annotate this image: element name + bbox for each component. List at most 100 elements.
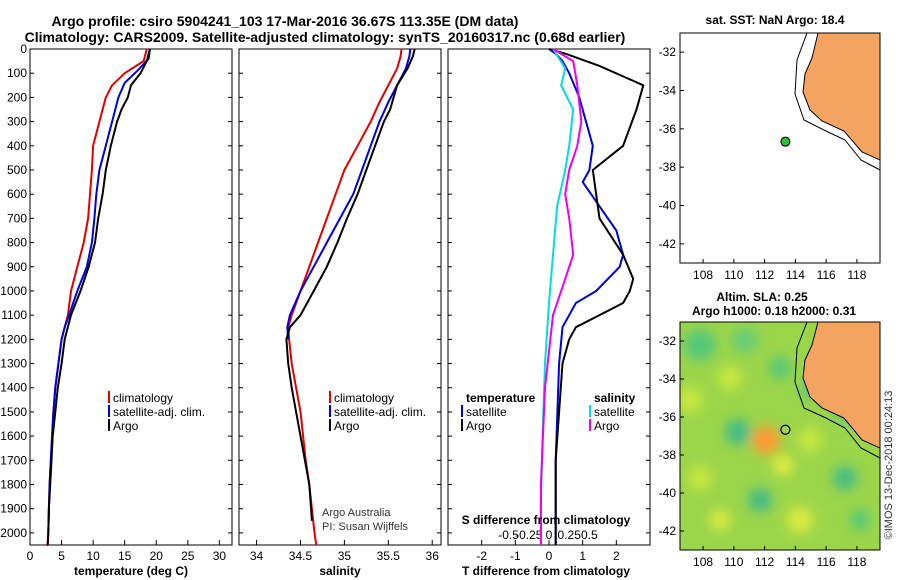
map-x-tick-label: 112 (755, 555, 774, 569)
salinity-profiles (285, 48, 416, 546)
map-x-tick-label: 110 (724, 268, 743, 282)
map-x-tick-label: 112 (755, 268, 774, 282)
s-diff-tick-label: 0 (546, 528, 553, 542)
map-y-tick-label: -42 (659, 524, 677, 538)
depth-tick-label: 1000 (0, 284, 27, 298)
x-tick-label: 10 (86, 549, 100, 563)
depth-tick-label: 900 (7, 260, 27, 274)
depth-tick-label: 200 (7, 90, 27, 104)
legend-t-satellite: satellite (466, 405, 507, 419)
map-x-tick-label: 114 (786, 268, 805, 282)
s-diff-tick-label: -0.5 (498, 528, 519, 542)
map-x-tick-label: 108 (693, 268, 713, 282)
legend-climatology: climatology (113, 391, 173, 405)
legend-climatology: climatology (334, 391, 394, 405)
depth-tick-label: 1600 (0, 429, 27, 443)
shelf-contour (794, 33, 880, 171)
australia-coast (802, 33, 880, 161)
profile-line-satellite-adj-clim- (286, 48, 412, 340)
s-diff-tick-label: 0.25 (558, 528, 582, 542)
legend-s-argo: Argo (594, 419, 620, 433)
legend-salinity-title: salinity (594, 391, 636, 405)
legend-temperature-title: temperature (466, 391, 536, 405)
sla-map-axes: 108 110 112 114 116 118 -32 -34 -36 -38 -40 -42 (659, 334, 867, 569)
legend-argo: Argo (334, 419, 360, 433)
legend-satellite: satellite-adj. clim. (334, 405, 426, 419)
depth-tick-label: 2000 (0, 526, 27, 540)
profile-line-climatology (287, 48, 403, 546)
profile-line-argo (285, 48, 416, 521)
imos-credit: ©IMOS 13-Dec-2018 00:24:13 (883, 391, 895, 540)
salinity-x-axis: 34 34.5 35 35.5 36 (250, 540, 439, 563)
map-y-tick-label: -42 (659, 237, 677, 251)
sst-map-axes: 108 110 112 114 116 118 -32 -34 -36 -38 -40 -42 (659, 45, 867, 282)
map-y-tick-label: -34 (659, 84, 677, 98)
x-tick-label: 25 (181, 549, 195, 563)
depth-tick-label: 800 (7, 236, 27, 250)
depth-tick-label: 1200 (0, 332, 27, 346)
sla-shelf-contour (794, 322, 880, 459)
salinity-xlabel: salinity (319, 564, 361, 578)
sla-map-subtitle: Argo h1000: 0.18 h2000: 0.31 (692, 304, 856, 318)
x-tick-label: 34 (250, 549, 264, 563)
legend-argo: Argo (113, 419, 139, 433)
legend-satellite: satellite-adj. clim. (113, 405, 205, 419)
temperature-panel (29, 48, 233, 546)
x-tick-label: 1 (579, 549, 586, 563)
map-y-tick-label: -32 (659, 45, 677, 59)
x-tick-label: 30 (213, 549, 227, 563)
depth-tick-label: 1100 (1, 308, 27, 322)
profile-line-t-argo (548, 48, 645, 545)
map-x-tick-label: 110 (724, 555, 743, 569)
map-x-tick-label: 118 (847, 555, 866, 569)
depth-tick-label: 500 (7, 163, 27, 177)
x-tick-label: 2 (613, 549, 620, 563)
depth-tick-label: 1800 (0, 478, 27, 492)
profile-line-s-satellite (539, 48, 575, 545)
difference-xlabel: T difference from climatology (462, 564, 630, 578)
figure-title-line1: Argo profile: csiro 5904241_103 17-Mar-2… (52, 13, 519, 29)
map-y-tick-label: -40 (659, 486, 677, 500)
temperature-xlabel: temperature (deg C) (74, 564, 188, 578)
argo-station-marker (780, 136, 791, 147)
profile-line-argo (46, 48, 151, 546)
difference-profiles (539, 48, 645, 545)
x-tick-label: -2 (476, 549, 487, 563)
sla-map-panel (679, 321, 881, 551)
map-y-tick-label: -36 (659, 410, 677, 424)
map-y-tick-label: -36 (659, 122, 677, 136)
x-tick-label: 35.5 (377, 549, 401, 563)
sla-map-title: Altim. SLA: 0.25 (716, 290, 808, 304)
temperature-profiles (46, 48, 151, 546)
s-diff-tick-label: 0.5 (581, 528, 598, 542)
map-y-tick-label: -34 (659, 372, 677, 386)
s-difference-xlabel: S difference from climatology (462, 513, 631, 527)
salinity-legend: climatology satellite-adj. clim. Argo (329, 391, 426, 433)
x-tick-label: 15 (118, 549, 132, 563)
map-y-tick-label: -40 (659, 199, 677, 213)
map-y-tick-label: -38 (659, 160, 677, 174)
map-x-tick-label: 116 (817, 555, 836, 569)
x-tick-label: 34.5 (289, 549, 313, 563)
temperature-x-axis: 0 5 10 15 20 25 30 (27, 540, 227, 563)
sla-australia-coast (802, 322, 880, 449)
depth-tick-label: 1500 (0, 405, 27, 419)
map-x-tick-label: 108 (693, 555, 713, 569)
difference-x-axis: -2 -1 0 1 2 -0.5-0.25 0 0.25 0.5 (476, 528, 620, 563)
depth-tick-label: 100 (7, 66, 27, 80)
map-x-tick-label: 114 (786, 555, 805, 569)
depth-tick-label: 0 (20, 42, 27, 56)
salinity-panel (238, 48, 442, 546)
sla-station-marker (780, 424, 791, 435)
depth-tick-label: 1300 (0, 357, 27, 371)
depth-axis: 0 100 200 300 400 500 600 700 800 900 1000 1100 1200… (0, 42, 650, 540)
pi-note: PI: Susan Wijffels (322, 521, 408, 533)
depth-tick-label: 1900 (0, 502, 27, 516)
temperature-legend: climatology satellite-adj. clim. Argo (108, 391, 205, 433)
legend-t-argo: Argo (466, 419, 492, 433)
x-tick-label: -1 (510, 549, 521, 563)
s-diff-tick-label: -0.25 (515, 528, 543, 542)
x-tick-label: 36 (426, 549, 440, 563)
x-tick-label: 5 (58, 549, 65, 563)
